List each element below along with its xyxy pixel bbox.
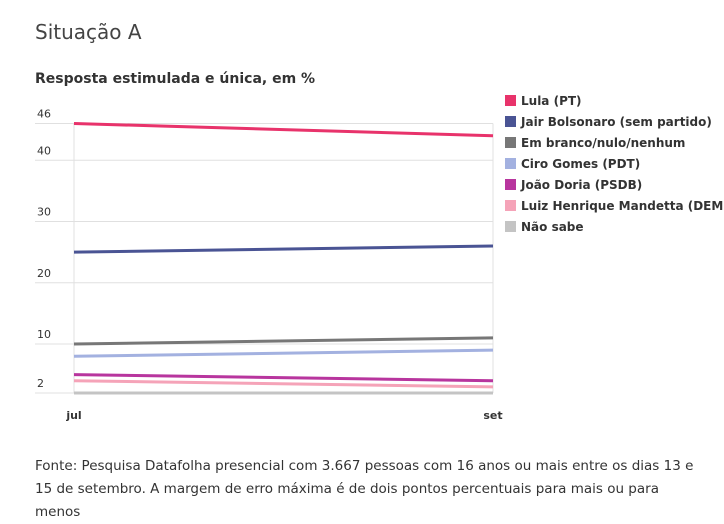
y-tick-label: 46 xyxy=(37,108,51,121)
y-tick-label: 2 xyxy=(37,377,44,390)
x-tick-label: jul xyxy=(65,409,81,422)
series-line-jo-o-doria-psdb- xyxy=(73,373,494,383)
legend-label: Ciro Gomes (PDT) xyxy=(521,156,641,171)
legend-item[interactable]: João Doria (PSDB) xyxy=(505,174,724,195)
legend-swatch xyxy=(505,95,516,106)
legend-item[interactable]: Luiz Henrique Mandetta (DEM) xyxy=(505,195,724,216)
series-line-lula-pt- xyxy=(73,122,494,138)
legend-swatch xyxy=(505,137,516,148)
line-chart: 2 10 20 30 40 46 jul set xyxy=(35,108,503,422)
source-note: Fonte: Pesquisa Datafolha presencial com… xyxy=(35,458,694,520)
legend-item[interactable]: Em branco/nulo/nenhum xyxy=(505,132,724,153)
legend-swatch xyxy=(505,200,516,211)
legend-label: Não sabe xyxy=(521,219,584,234)
legend-swatch xyxy=(505,116,516,127)
series-line-jair-bolsonaro-sem-partido- xyxy=(73,244,494,254)
legend-swatch xyxy=(505,179,516,190)
chart-subtitle: Resposta estimulada e única, em % xyxy=(35,71,316,87)
legend-label: Lula (PT) xyxy=(521,93,582,108)
legend-swatch xyxy=(505,221,516,232)
legend-label: João Doria (PSDB) xyxy=(521,177,643,192)
legend-label: Em branco/nulo/nenhum xyxy=(521,135,686,150)
legend-label: Jair Bolsonaro (sem partido) xyxy=(521,114,712,129)
series-lines xyxy=(73,122,494,395)
legend-item[interactable]: Ciro Gomes (PDT) xyxy=(505,153,724,174)
legend-swatch xyxy=(505,158,516,169)
legend-item[interactable]: Não sabe xyxy=(505,216,724,237)
y-tick-label: 30 xyxy=(37,206,51,219)
legend-item[interactable]: Lula (PT) xyxy=(505,90,724,111)
y-axis: 2 10 20 30 40 46 xyxy=(37,108,51,391)
series-line-ciro-gomes-pdt- xyxy=(73,348,494,358)
y-tick-label: 20 xyxy=(37,267,51,280)
x-tick-label: set xyxy=(483,409,502,422)
legend: Lula (PT) Jair Bolsonaro (sem partido) Em … xyxy=(505,90,724,237)
y-tick-label: 40 xyxy=(37,144,51,157)
series-line-em-branco-nulo-nenhum xyxy=(73,336,494,346)
series-line-luiz-henrique-mandetta-dem- xyxy=(73,379,494,389)
y-tick-label: 10 xyxy=(37,328,51,341)
x-axis: jul set xyxy=(65,409,502,422)
legend-label: Luiz Henrique Mandetta (DEM) xyxy=(521,198,724,213)
chart-title: Situação A xyxy=(35,20,142,44)
legend-item[interactable]: Jair Bolsonaro (sem partido) xyxy=(505,111,724,132)
